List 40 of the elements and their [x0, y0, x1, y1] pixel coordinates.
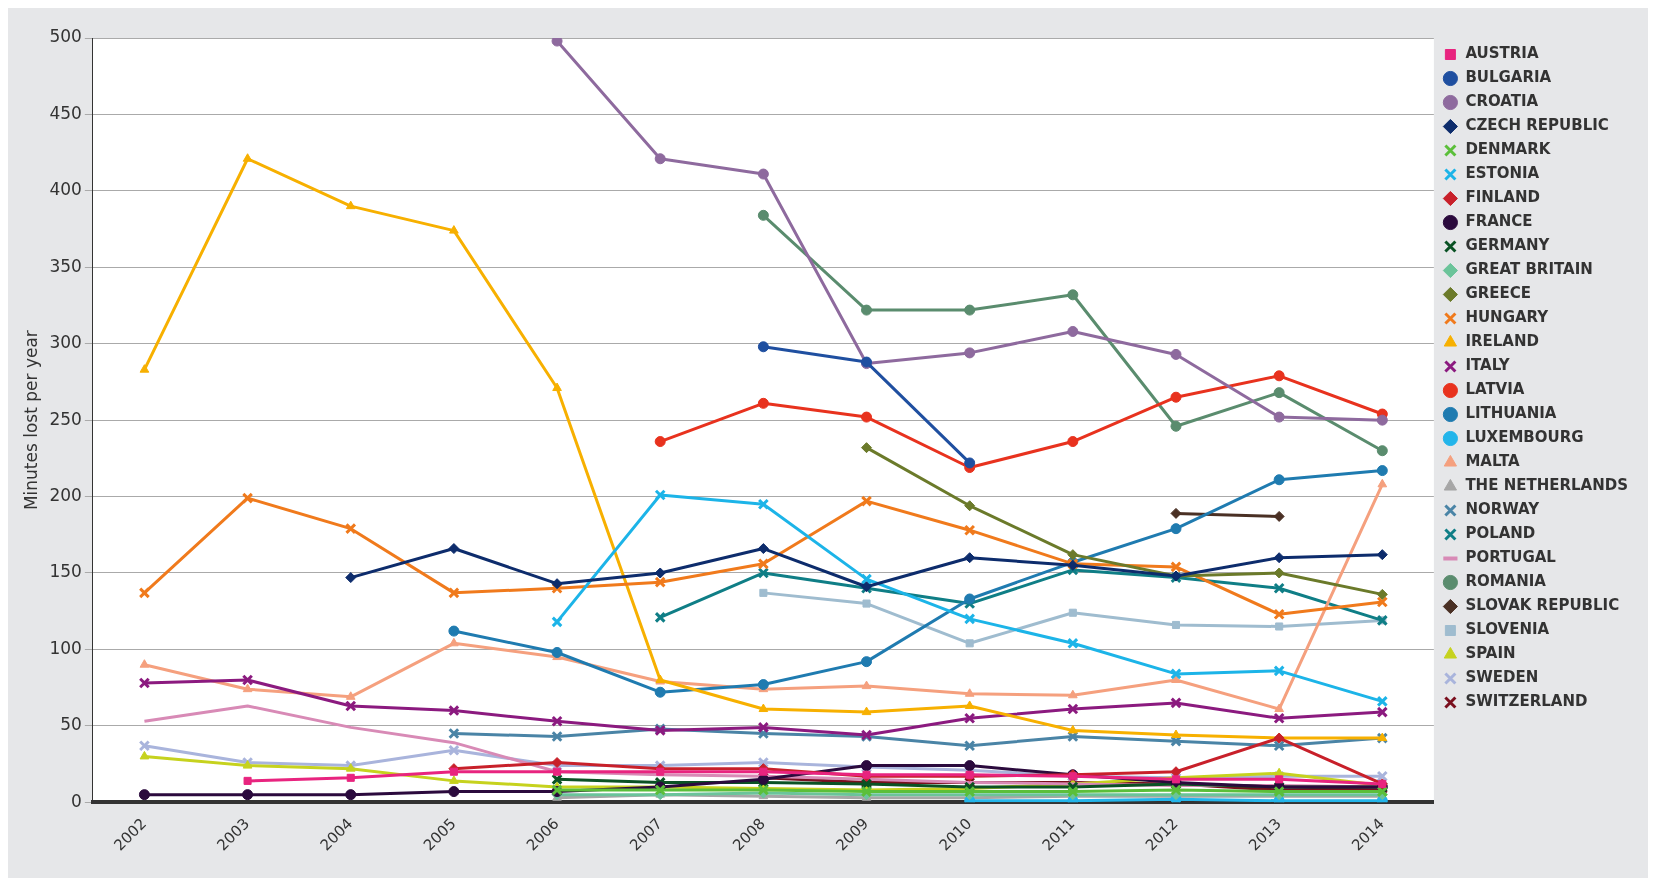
y-tick-label: 150 [49, 561, 82, 582]
legend-label: POLAND [1465, 524, 1536, 543]
y-tick-label: 200 [49, 484, 82, 505]
legend-label: SWITZERLAND [1465, 692, 1588, 711]
legend-label: ESTONIA [1465, 164, 1540, 183]
legend-label: ROMANIA [1465, 572, 1547, 591]
legend-label: NORWAY [1465, 500, 1541, 519]
legend-label: GREECE [1465, 284, 1532, 303]
y-tick-label: 350 [49, 255, 82, 276]
legend-label: BULGARIA [1465, 68, 1552, 87]
y-tick-label: 100 [49, 637, 82, 658]
y-tick-label: 400 [49, 179, 82, 200]
legend-label: HUNGARY [1465, 308, 1550, 327]
y-axis-title: Minutes lost per year [20, 330, 41, 511]
legend-label: LATVIA [1465, 380, 1525, 399]
legend-label: FINLAND [1465, 188, 1540, 207]
legend-label: ITALY [1465, 356, 1511, 375]
legend-label: SPAIN [1465, 644, 1516, 663]
legend-label: CROATIA [1465, 92, 1539, 111]
y-tick-label: 250 [49, 408, 82, 429]
y-tick-label: 50 [60, 714, 82, 735]
y-tick-label: 500 [49, 26, 82, 47]
legend-label: SLOVAK REPUBLIC [1465, 596, 1620, 615]
y-tick-label: 0 [71, 790, 82, 811]
legend-label: AUSTRIA [1465, 44, 1539, 63]
legend-label: MALTA [1465, 452, 1521, 471]
legend-label: DENMARK [1465, 140, 1552, 159]
legend-label: LITHUANIA [1465, 404, 1557, 423]
legend-label: SLOVENIA [1465, 620, 1550, 639]
legend-label: FRANCE [1465, 212, 1533, 231]
legend-label: GERMANY [1465, 236, 1551, 255]
legend-label: THE NETHERLANDS [1465, 476, 1629, 495]
y-tick-label: 300 [49, 332, 82, 353]
legend-label: LUXEMBOURG [1465, 428, 1584, 447]
y-tick-label: 450 [49, 102, 82, 123]
legend-label: CZECH REPUBLIC [1465, 116, 1609, 135]
legend-label: GREAT BRITAIN [1465, 260, 1593, 279]
legend-label: IRELAND [1465, 332, 1539, 351]
legend-label: PORTUGAL [1465, 548, 1557, 567]
legend-label: SWEDEN [1465, 668, 1539, 687]
